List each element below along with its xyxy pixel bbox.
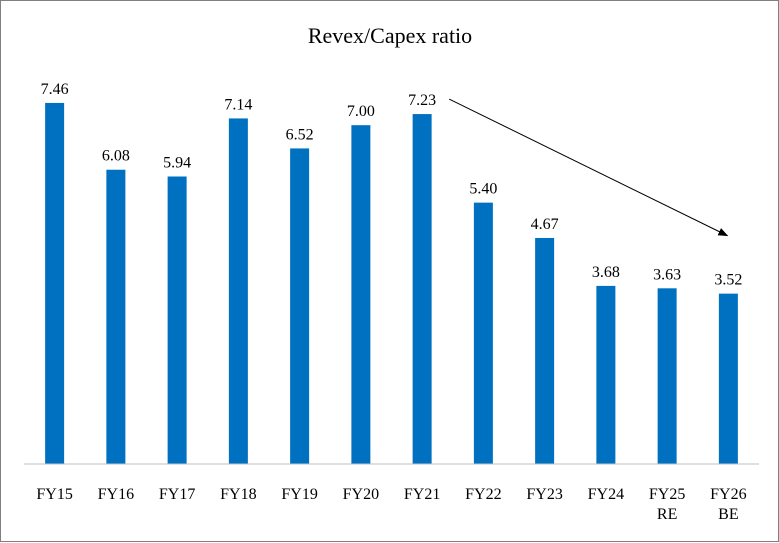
bar-fy26-be: [718, 293, 738, 464]
x-tick-label-fy16: FY16: [98, 486, 134, 503]
value-label-fy26-be: 3.52: [714, 272, 742, 289]
value-label-fy16: 6.08: [102, 148, 130, 165]
x-tick-labels-group: FY15 FY16 FY17 FY18 FY19 FY20 FY21 FY22 FY23 FY24…: [36, 486, 746, 523]
x-tick-label-fy25-re: FY25: [649, 486, 685, 503]
x-tick-label-fy24: FY24: [588, 486, 624, 503]
bar-fy16: [106, 169, 126, 464]
bar-fy23: [535, 237, 555, 464]
bar-fy24: [596, 285, 616, 464]
bar-fy22: [473, 202, 493, 464]
x-tick-label-fy25-re-line2: RE: [657, 506, 677, 523]
bars-group: [45, 102, 738, 465]
value-label-fy19: 6.52: [286, 126, 314, 143]
bar-fy17: [167, 176, 187, 464]
value-label-fy25-re: 3.63: [653, 266, 681, 283]
x-tick-label-fy20: FY20: [343, 486, 379, 503]
value-label-fy20: 7.00: [347, 103, 375, 120]
x-tick-label-fy23: FY23: [526, 486, 562, 503]
bar-fy21: [412, 114, 432, 465]
value-label-fy21: 7.23: [408, 92, 436, 109]
bar-fy19: [290, 148, 310, 464]
x-tick-label-fy22: FY22: [465, 486, 501, 503]
value-label-fy15: 7.46: [41, 81, 69, 98]
bar-fy15: [45, 102, 65, 464]
value-label-fy23: 4.67: [531, 216, 559, 233]
x-tick-label-fy19: FY19: [281, 486, 317, 503]
bar-fy18: [228, 118, 248, 464]
value-label-fy22: 5.40: [469, 181, 497, 198]
x-tick-label-fy18: FY18: [220, 486, 256, 503]
x-tick-label-fy26-be-line2: BE: [718, 506, 738, 523]
x-tick-label-fy26-be: FY26: [710, 486, 746, 503]
x-tick-label-fy21: FY21: [404, 486, 440, 503]
x-tick-label-fy17: FY17: [159, 486, 195, 503]
value-labels-group: 7.46 6.08 5.94 7.14 6.52 7.00 7.23 5.40 4.67 3.68…: [41, 81, 743, 289]
chart-title: Revex/Capex ratio: [308, 23, 472, 48]
value-label-fy17: 5.94: [163, 155, 191, 172]
bar-fy20: [351, 125, 371, 464]
trend-arrow: [448, 98, 729, 237]
bar-fy25-re: [657, 288, 677, 464]
x-tick-label-fy15: FY15: [36, 486, 72, 503]
value-label-fy18: 7.14: [224, 96, 252, 113]
value-label-fy24: 3.68: [592, 264, 620, 281]
